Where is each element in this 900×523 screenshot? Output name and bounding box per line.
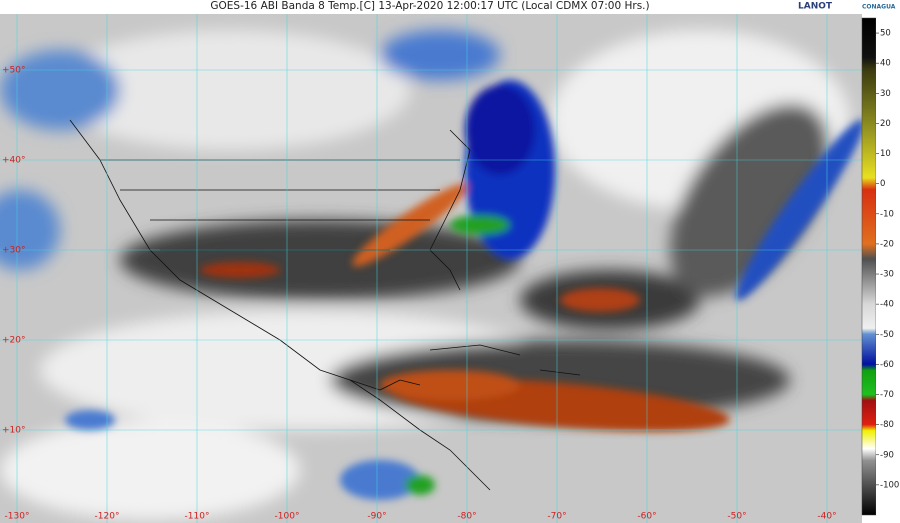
satellite-map-part-part [69, 119, 421, 391]
satellite-map-part-part [65, 410, 115, 430]
longitude-label: -60° [637, 512, 656, 522]
longitude-label: -120° [95, 512, 120, 522]
latitude-label: +40° [2, 156, 26, 166]
latitude-label: +20° [2, 336, 26, 346]
satellite-map-part-part [560, 288, 640, 312]
latitude-label: +10° [2, 426, 26, 436]
satellite-map-part-part [120, 220, 520, 300]
latitude-label: +50° [2, 66, 26, 76]
satellite-map-part-part [0, 420, 300, 520]
colorbar-tick-label: -20 [880, 239, 894, 249]
colorbar-tick-label: 0 [880, 179, 885, 189]
longitude-label: -40° [817, 512, 836, 522]
satellite-map-part-part [405, 475, 435, 495]
satellite-map-part-part [380, 30, 500, 80]
colorbar-tick-label: -60 [880, 360, 894, 370]
title-bar [0, 0, 900, 14]
satellite-map-part-part [670, 103, 830, 297]
graticule-labels: +50° +40° +30° +20° +10° -130° -120° -110° -100°… [2, 66, 837, 522]
colorbar: 50 40 30 20 10 0 -10 -20 -30 -40 -50 -60 -70 -80 -90 -1… [861, 17, 900, 516]
longitude-label: -100° [275, 512, 300, 522]
longitude-label: -70° [547, 512, 566, 522]
colorbar-tick-label: -40 [880, 300, 894, 310]
colorbar-tick-label: 30 [880, 89, 891, 99]
colorbar-label-area [876, 18, 900, 515]
colorbar-tick-label: -70 [880, 390, 894, 400]
satellite-map-part-part [735, 119, 865, 301]
satellite-map-part-part [50, 30, 410, 150]
satellite-map-part-part [0, 50, 120, 130]
satellite-map-part-part [349, 379, 491, 491]
logo-left: LANOT [798, 2, 833, 12]
longitude-label: -90° [367, 512, 386, 522]
satellite-map-part-part [340, 460, 420, 500]
longitude-label: -130° [5, 512, 30, 522]
colorbar-tick-label: 10 [880, 149, 891, 159]
colorbar-tick-label: 20 [880, 119, 891, 129]
colorbar-tick-label: -100 [880, 480, 899, 490]
longitude-label: -110° [185, 512, 210, 522]
satellite-map-part-part [465, 85, 535, 175]
graticule [0, 14, 862, 523]
satellite-map-part-part [352, 183, 468, 267]
colorbar-tick-label: -90 [880, 450, 894, 460]
colorbar-ramp [861, 17, 877, 516]
satellite-map-part-part [429, 344, 581, 376]
longitude-label: -50° [727, 512, 746, 522]
satellite-map-part [65, 80, 865, 500]
satellite-map-part-part [429, 129, 471, 291]
colorbar-tick-label: 40 [880, 59, 891, 69]
longitude-label: -80° [457, 512, 476, 522]
colorbar-tick-label: -30 [880, 270, 894, 280]
colorbar-tick-label: -10 [880, 209, 894, 219]
satellite-map [0, 14, 865, 523]
satellite-map-part-part [380, 370, 520, 400]
logo-right: CONAGUA [862, 4, 896, 11]
colorbar-tick-label: -50 [880, 330, 894, 340]
satellite-map-part-part [200, 262, 280, 278]
latitude-label: +30° [2, 246, 26, 256]
colorbar-tick-label: -80 [880, 420, 894, 430]
satellite-map-part-part [450, 215, 510, 235]
colorbar-tick-label: 50 [880, 29, 891, 39]
title: GOES-16 ABI Banda 8 Temp.[C] 13-Apr-2020… [210, 0, 649, 12]
